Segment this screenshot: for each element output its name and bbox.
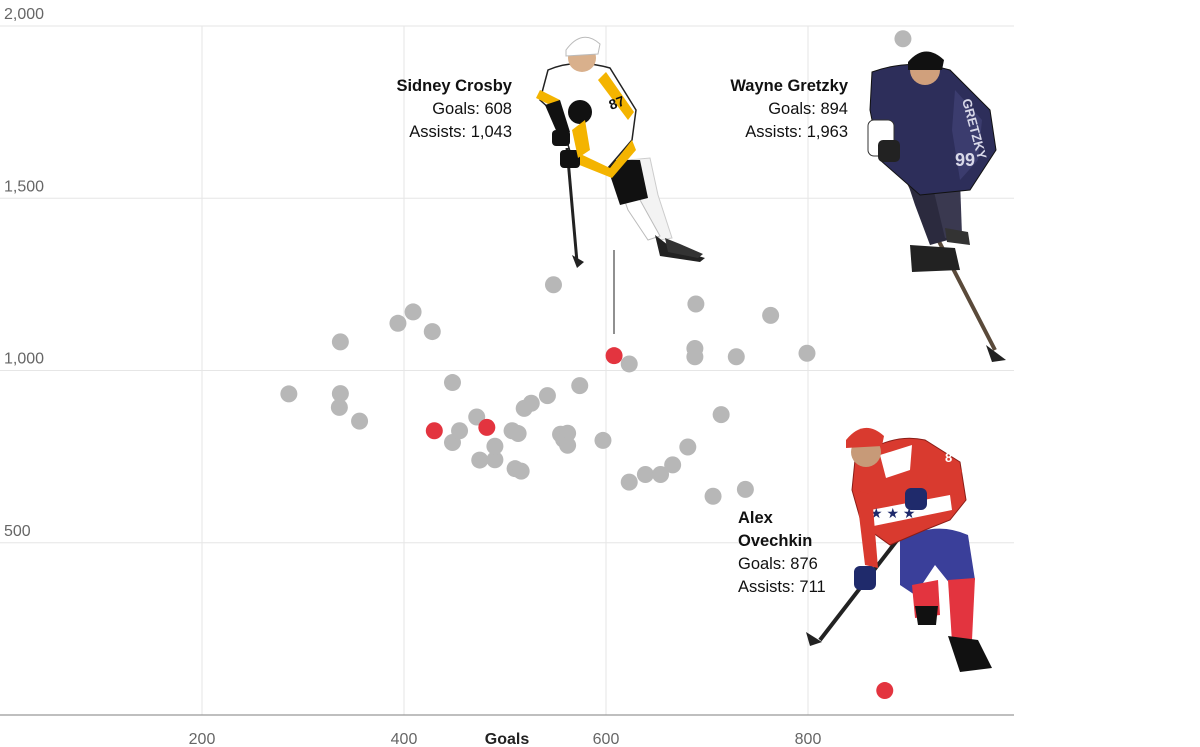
- annotation-goals: Goals: 894: [768, 100, 848, 118]
- annotation-name-line2: Ovechkin: [738, 532, 812, 550]
- highlighted-player-point: [425, 422, 443, 440]
- x-tick-label: 200: [189, 731, 216, 747]
- player-point: [687, 295, 705, 313]
- player-point: [544, 276, 562, 294]
- player-point: [798, 344, 816, 362]
- gretzky-player-illustration: 99 GRETZKY: [867, 51, 1006, 362]
- player-point: [559, 424, 577, 442]
- player-point: [559, 436, 577, 454]
- player-point: [451, 422, 469, 440]
- y-tick-label: 2,000: [4, 6, 44, 23]
- x-tick-label: 800: [795, 731, 822, 747]
- highlighted-player-point: [605, 347, 623, 365]
- player-point: [351, 412, 369, 430]
- annotation-name: Wayne Gretzky: [730, 77, 849, 95]
- annotation-goals: Goals: 608: [432, 100, 512, 118]
- player-point: [704, 487, 722, 505]
- svg-text:★ ★ ★: ★ ★ ★: [870, 505, 915, 521]
- y-tick-label: 1,500: [4, 178, 44, 195]
- x-axis-title: Goals: [485, 731, 530, 747]
- annotation-assists: Assists: 1,043: [409, 123, 512, 141]
- player-point: [620, 473, 638, 491]
- y-tick-labels: 500 1,000 1,500 2,000: [4, 6, 44, 540]
- player-point: [486, 437, 504, 455]
- player-point: [512, 462, 530, 480]
- player-point: [686, 348, 704, 366]
- svg-text:8: 8: [945, 450, 952, 465]
- crosby-annotation: Sidney Crosby Goals: 608 Assists: 1,043: [396, 77, 512, 141]
- player-point: [894, 30, 912, 48]
- player-point: [471, 451, 489, 469]
- y-tick-label: 500: [4, 523, 31, 540]
- player-point: [712, 406, 730, 424]
- annotation-goals: Goals: 876: [738, 555, 818, 573]
- player-point: [652, 466, 670, 484]
- player-point: [762, 306, 780, 324]
- x-tick-label: 600: [593, 731, 620, 747]
- x-tick-label: 400: [391, 731, 418, 747]
- player-point: [620, 355, 638, 373]
- data-points: [280, 30, 912, 700]
- player-point: [486, 451, 504, 469]
- annotation-assists: Assists: 711: [738, 578, 826, 596]
- player-point: [679, 438, 697, 456]
- annotation-name-line1: Alex: [738, 509, 774, 527]
- player-point: [636, 466, 654, 484]
- player-point: [538, 387, 556, 405]
- y-tick-label: 1,000: [4, 351, 44, 368]
- annotation-name: Sidney Crosby: [396, 77, 512, 95]
- gretzky-annotation: Wayne Gretzky Goals: 894 Assists: 1,963: [730, 77, 849, 141]
- player-point: [664, 456, 682, 474]
- player-point: [330, 398, 348, 416]
- player-point: [522, 394, 540, 412]
- highlighted-player-point: [876, 682, 894, 700]
- annotation-assists: Assists: 1,963: [745, 123, 848, 141]
- crosby-player-illustration: 87: [536, 36, 705, 268]
- x-tick-labels: 200 400 600 800: [189, 731, 822, 747]
- player-point: [443, 374, 461, 392]
- highlighted-player-point: [478, 418, 496, 436]
- player-point: [594, 431, 612, 449]
- player-point: [331, 333, 349, 351]
- ovechkin-annotation: Alex Ovechkin Goals: 876 Assists: 711: [738, 509, 826, 596]
- svg-text:99: 99: [955, 150, 975, 170]
- player-point: [404, 303, 422, 321]
- ovechkin-player-illustration: ★ ★ ★ 8: [806, 427, 992, 672]
- player-point: [736, 480, 754, 498]
- player-point: [509, 425, 527, 443]
- svg-text:87: 87: [607, 92, 627, 112]
- player-point: [331, 385, 349, 403]
- player-point: [571, 377, 589, 395]
- player-point: [423, 323, 441, 341]
- player-point: [280, 385, 298, 403]
- player-point: [389, 314, 407, 332]
- player-point: [727, 348, 745, 366]
